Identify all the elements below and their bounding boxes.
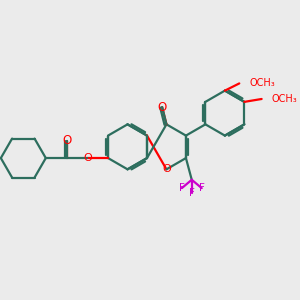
Text: OCH₃: OCH₃ bbox=[249, 78, 275, 88]
Text: O: O bbox=[158, 100, 167, 114]
Text: OCH₃: OCH₃ bbox=[272, 94, 298, 104]
Text: O: O bbox=[162, 164, 171, 174]
Text: F: F bbox=[189, 188, 195, 198]
Text: O: O bbox=[83, 153, 92, 163]
Text: F: F bbox=[199, 183, 205, 193]
Text: F: F bbox=[179, 183, 185, 193]
Text: O: O bbox=[62, 134, 71, 147]
